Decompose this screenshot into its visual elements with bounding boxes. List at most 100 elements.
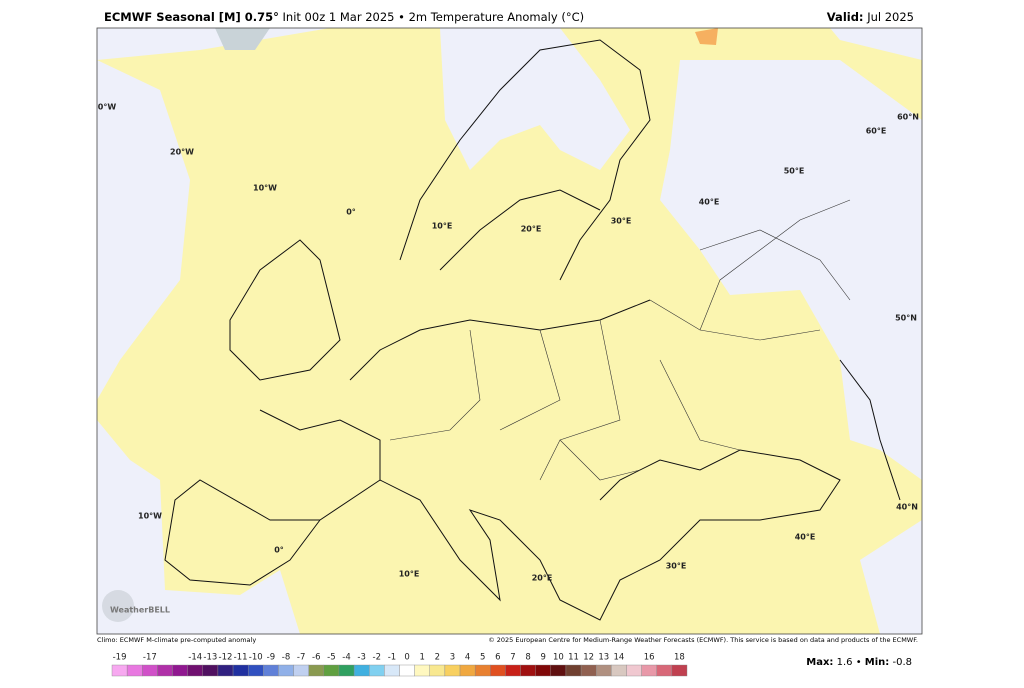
colorbar-swatch	[596, 664, 612, 677]
separator: •	[856, 657, 862, 668]
cool-region	[660, 28, 922, 480]
map	[97, 28, 922, 634]
min-label: Min:	[865, 657, 890, 668]
colorbar-label: 5	[480, 653, 485, 663]
colorbar-swatch	[550, 664, 567, 677]
grid-label: 20°E	[521, 225, 542, 234]
grid-label: 60°N	[897, 113, 919, 122]
max-value: 1.6	[837, 657, 853, 668]
colorbar-swatch	[459, 664, 476, 677]
colorbar-label: 12	[583, 653, 594, 663]
colorbar-swatch	[353, 664, 370, 677]
colorbar-swatch	[520, 664, 536, 677]
colorbar-swatch	[157, 664, 173, 677]
colorbar-label: -2	[373, 653, 381, 663]
grid-label: 40°N	[896, 503, 918, 512]
colorbar-swatch	[474, 664, 491, 677]
colorbar-swatch	[323, 664, 340, 677]
colorbar-label: 4	[465, 653, 470, 663]
grid-label: 40°E	[795, 533, 816, 542]
colorbar-label: 9	[541, 653, 546, 663]
valid-value: Jul 2025	[866, 10, 914, 24]
colorbar-label: 13	[598, 653, 609, 663]
colorbar-swatch	[126, 664, 143, 677]
colorbar-swatch	[580, 664, 597, 677]
colorbar-label: 10	[553, 653, 564, 663]
colorbar-swatch	[232, 664, 249, 677]
grid-label: 30°E	[666, 562, 687, 571]
colorbar-label: -6	[312, 653, 320, 663]
colorbar-swatch	[278, 664, 294, 677]
colorbar-swatch	[384, 664, 400, 677]
max-label: Max:	[806, 657, 833, 668]
logo-mark	[102, 590, 134, 622]
grid-label: 0°W	[98, 103, 117, 112]
cool-region	[97, 28, 330, 400]
grid-label: 0°	[274, 546, 284, 555]
grid-label: 20°W	[170, 148, 194, 157]
map-frame	[96, 27, 923, 635]
colorbar-swatch	[535, 664, 552, 677]
colorbar-label: -12	[219, 653, 233, 663]
colorbar-swatch	[338, 664, 355, 677]
colorbar-label: -3	[357, 653, 365, 663]
colorbar-label: -8	[282, 653, 290, 663]
colorbar-swatch	[172, 664, 188, 677]
overlay: 0°W20°W10°W0°10°E 20°E30°E40°E50°E60°E60°…	[98, 103, 919, 677]
colorbar-label: -14	[188, 653, 202, 663]
cool-region	[860, 520, 922, 634]
min-value: -0.8	[892, 657, 912, 668]
colorbar-swatch	[263, 664, 279, 677]
colorbar-label: -1	[388, 653, 396, 663]
colorbar-label: -17	[143, 653, 157, 663]
title: ECMWF Seasonal [M] 0.75° Init 00z 1 Mar …	[104, 10, 584, 24]
colorbar-label: 11	[568, 653, 579, 663]
colorbar-label: 18	[674, 653, 685, 663]
grid-label: 40°E	[699, 198, 720, 207]
colorbar-label: 2	[435, 653, 440, 663]
colorbar-swatch	[399, 664, 415, 677]
grid-label: 50°N	[895, 314, 917, 323]
colorbar-swatch	[656, 664, 673, 677]
logo: WeatherBELL	[110, 606, 170, 615]
colorbar-label: 7	[510, 653, 515, 663]
colorbar-label: -13	[203, 653, 217, 663]
colorbar-swatch	[308, 664, 325, 677]
stats: Max: 1.6 • Min: -0.8	[806, 657, 912, 668]
grid-label: 30°E	[611, 217, 632, 226]
cool-region	[440, 28, 630, 170]
grid-label: 50°E	[784, 167, 805, 176]
copyright: © 2025 European Centre for Medium-Range …	[488, 636, 918, 644]
colorbar-swatch	[671, 664, 688, 677]
colorbar-label: 8	[525, 653, 530, 663]
colorbar-swatch	[444, 664, 461, 677]
valid: Valid: Jul 2025	[827, 10, 914, 24]
grid-label: 20°E	[532, 574, 553, 583]
colorbar-label: -9	[267, 653, 275, 663]
colorbar-swatch	[626, 664, 642, 677]
valid-label: Valid:	[827, 10, 864, 24]
colorbar-label: 1	[419, 653, 424, 663]
colorbar-swatch	[202, 664, 219, 677]
grid-label: 0°	[346, 208, 356, 217]
warm-spot	[695, 28, 718, 45]
colorbar-swatch	[293, 664, 309, 677]
colorbar-swatch	[490, 664, 506, 677]
grid-label: 10°E	[399, 570, 420, 579]
colorbar-swatch	[111, 664, 128, 677]
title-bold: ECMWF Seasonal [M] 0.75°	[104, 10, 279, 24]
climo-note: Climo: ECMWF M-climate pre-computed anom…	[97, 636, 256, 644]
colorbar-label: 6	[495, 653, 500, 663]
colorbar-swatch	[565, 664, 582, 677]
colorbar-swatch	[142, 664, 158, 677]
colorbar-label: 3	[450, 653, 455, 663]
colorbar-swatch	[429, 664, 446, 677]
grid-label: 10°W	[253, 184, 277, 193]
colorbar-label: 0	[404, 653, 409, 663]
colorbar-swatch	[414, 664, 430, 677]
colorbar-label: 14	[613, 653, 624, 663]
cool-region	[97, 420, 300, 634]
grid-label: 60°E	[866, 127, 887, 136]
